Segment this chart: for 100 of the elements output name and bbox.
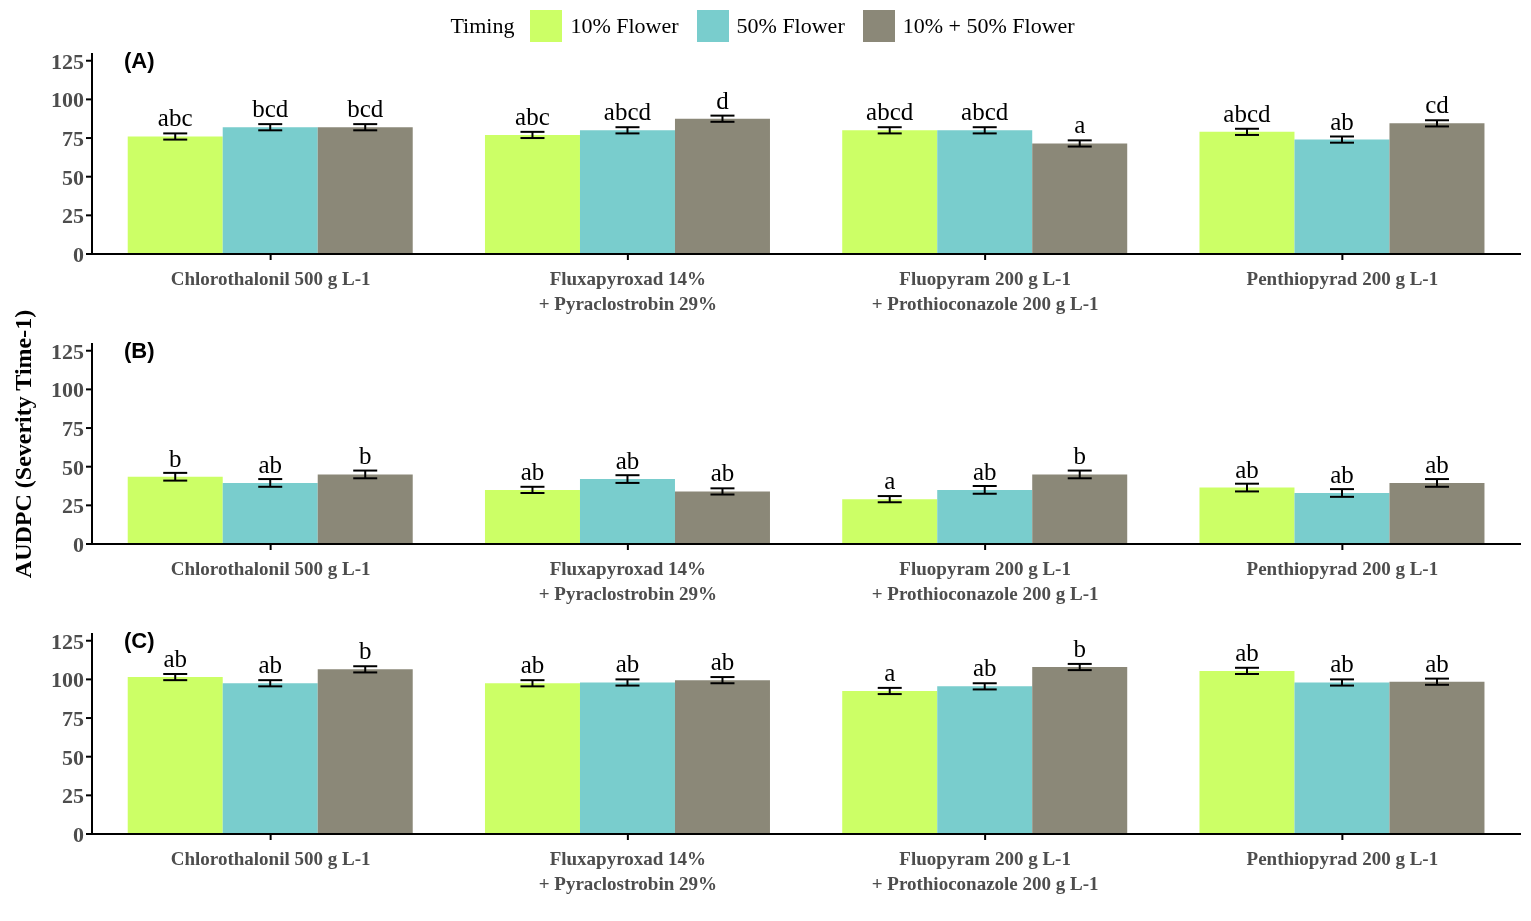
bar [842,499,938,544]
bar [937,130,1033,254]
y-tick-label: 75 [62,705,84,731]
y-tick-label: 75 [62,415,84,441]
y-tick-label: 125 [51,48,84,74]
data-label: b [358,442,372,470]
y-axis-title: AUDPC (Severity Time-1) [9,309,37,579]
bar [484,683,580,834]
data-label: abcd [866,98,914,126]
annotation: (A) [124,48,155,74]
data-label: ab [520,651,545,679]
bar [579,130,675,254]
data-label: b [1073,442,1086,470]
bar [674,680,770,834]
bar [1199,670,1295,834]
bar [1032,667,1128,834]
bar [1389,123,1485,254]
data-label: abc [515,102,550,130]
x-tick-label: Fluxapyroxad 14% + Pyraclostrobin 29% [538,558,718,604]
annotation: (C) [124,628,155,654]
annotation: (B) [124,338,155,364]
data-label: ab [1330,650,1354,678]
bar [222,683,318,834]
y-tick-label: 50 [62,744,84,770]
bar [222,127,318,254]
y-tick-label: 100 [51,87,84,113]
y-tick-label: 0 [73,821,84,847]
bar [1294,139,1390,254]
data-label: abcd [603,98,652,126]
y-tick-label: 125 [51,338,84,364]
bar [579,479,675,544]
x-tick-label: Fluopyram 200 g L-1 + Prothioconazole 200 g L-1 [871,268,1099,314]
bar [937,489,1033,544]
data-label: b [168,444,182,472]
bar [484,134,580,254]
bar [1199,131,1295,254]
data-label: bcd [347,95,384,123]
data-label: ab [1425,649,1449,677]
data-label: ab [1235,455,1259,483]
bar [674,118,770,254]
bar [317,127,413,254]
data-label: abcd [1223,99,1272,127]
y-tick-label: 50 [62,454,84,480]
x-tick-label: Chlorothalonil 500 g L-1 [170,848,371,869]
data-label: ab [615,650,640,678]
data-label: d [716,86,730,114]
legend-label: 50% Flower [736,13,845,39]
data-label: ab [1330,107,1354,135]
data-label: ab [1330,460,1354,488]
y-tick-label: 100 [51,667,84,693]
y-tick-label: 100 [51,377,84,403]
legend-label: 10% + 50% Flower [902,13,1075,39]
data-label: ab [1425,450,1449,478]
bar [127,136,223,254]
y-tick-label: 25 [62,203,84,229]
y-tick-label: 0 [73,241,84,267]
bar [1032,143,1128,254]
bar [1389,482,1485,544]
bar [484,489,580,544]
x-tick-label: Penthiopyrad 200 g L-1 [1246,558,1439,579]
data-label: ab [520,457,545,485]
bar [1032,474,1128,544]
data-label: b [358,637,372,665]
data-label: ab [258,651,283,679]
bar [842,690,938,834]
x-tick-label: Fluxapyroxad 14% + Pyraclostrobin 29% [538,848,718,894]
data-label: bcd [252,95,289,123]
data-label: b [1073,635,1086,663]
x-tick-label: Chlorothalonil 500 g L-1 [170,558,371,579]
y-tick-label: 0 [73,531,84,557]
data-label: ab [710,459,735,487]
bar [674,491,770,544]
data-label: ab [615,447,640,475]
bar [317,474,413,544]
bar [842,130,938,254]
legend-label: 10% Flower [570,13,679,39]
bar [937,686,1033,834]
data-label: ab [972,654,997,682]
bar [1294,492,1390,544]
x-tick-label: Fluopyram 200 g L-1 + Prothioconazole 200 g L-1 [871,558,1099,604]
data-label: ab [163,645,188,673]
y-tick-label: 25 [62,493,84,519]
bar [127,476,223,544]
bar [1294,682,1390,834]
x-tick-label: Penthiopyrad 200 g L-1 [1246,268,1439,289]
data-label: cd [1425,91,1450,119]
data-label: ab [258,450,283,478]
data-label: ab [710,648,735,676]
x-tick-label: Fluopyram 200 g L-1 + Prothioconazole 200 g L-1 [871,848,1099,894]
data-label: ab [1235,638,1259,666]
x-tick-label: Fluxapyroxad 14% + Pyraclostrobin 29% [538,268,718,314]
bar [317,669,413,834]
bar [579,682,675,834]
data-label: ab [972,457,997,485]
data-label: a [884,658,896,686]
y-tick-label: 75 [62,125,84,151]
y-tick-label: 50 [62,164,84,190]
bar [222,482,318,544]
data-label: a [1074,111,1086,139]
bar [1389,681,1485,834]
